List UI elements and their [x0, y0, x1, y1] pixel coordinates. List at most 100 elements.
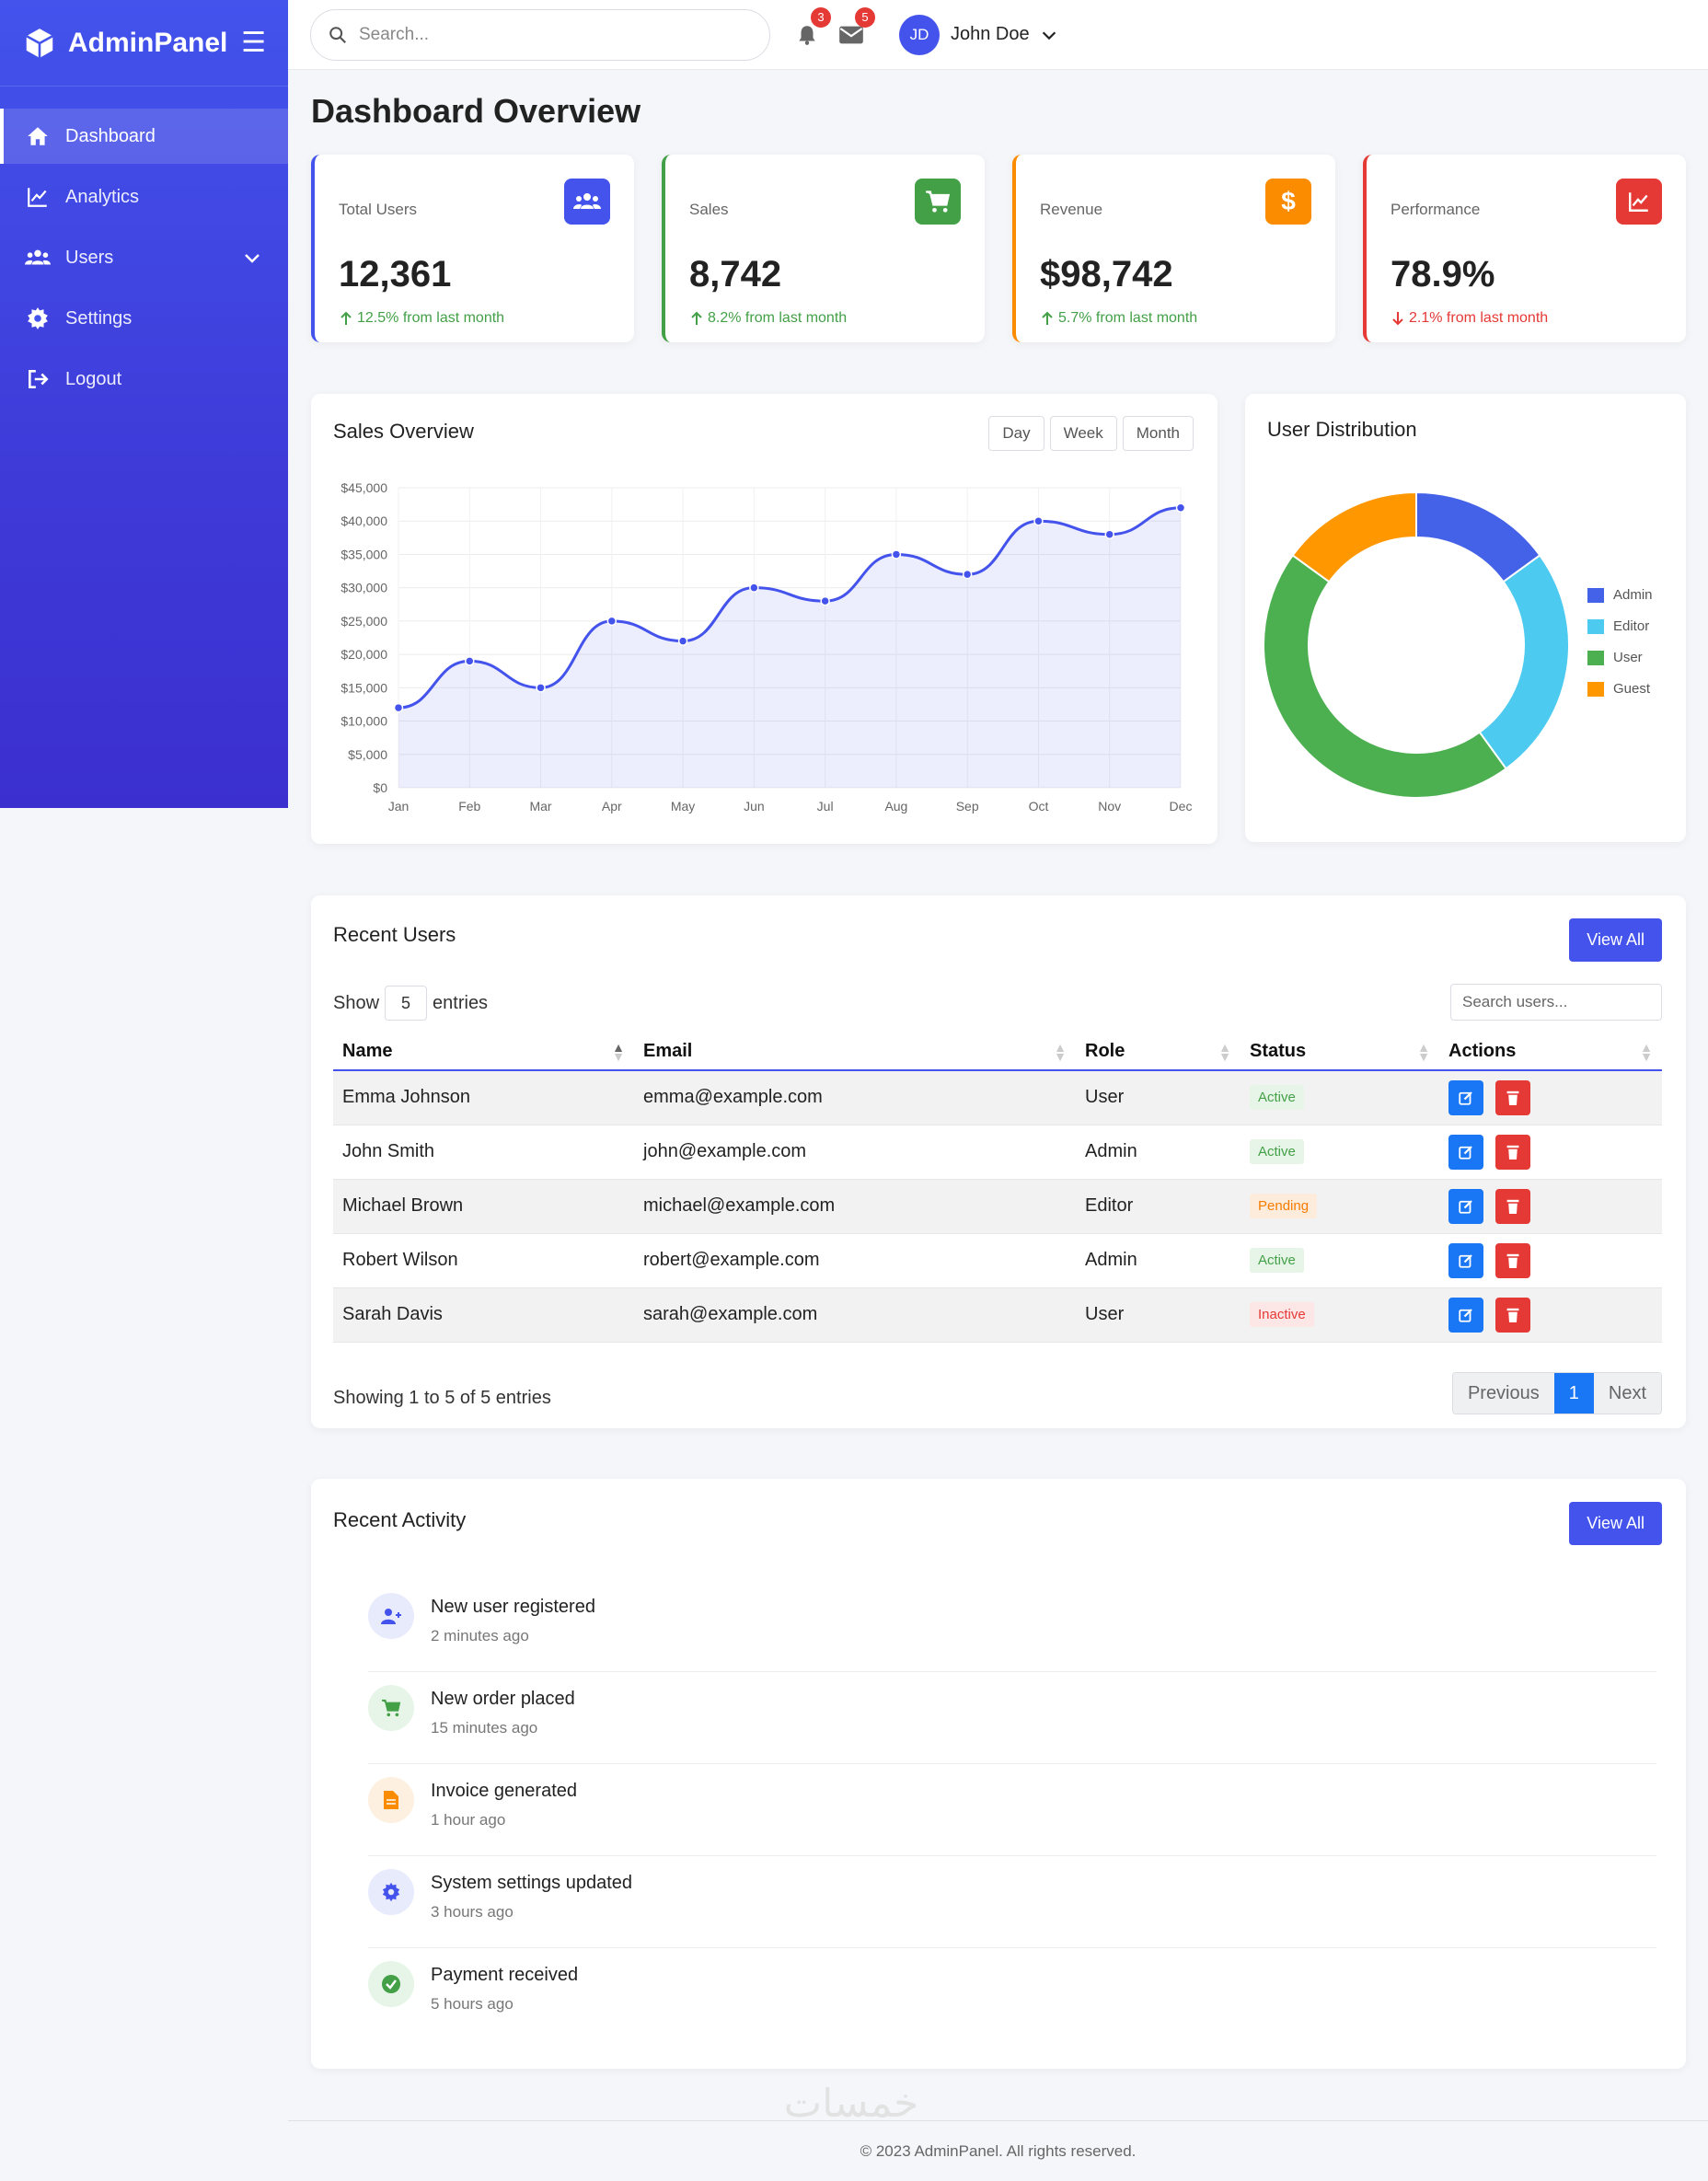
edit-button[interactable]	[1448, 1188, 1483, 1224]
activity-time: 15 minutes ago	[431, 1719, 538, 1737]
cell-name: Emma Johnson	[333, 1070, 634, 1125]
activity-title: New order placed	[431, 1689, 575, 1709]
view-all-users-button[interactable]: View All	[1569, 918, 1662, 962]
donut-slice-user	[1263, 554, 1507, 799]
sort-icon: ▲ ▼	[1640, 1040, 1653, 1064]
trash-icon	[1506, 1090, 1518, 1105]
edit-icon	[1459, 1253, 1472, 1268]
stat-change: 8.2% from last month	[689, 310, 963, 327]
range-week-button[interactable]: Week	[1049, 416, 1117, 451]
table-row: Sarah Davis sarah@example.com User Inact…	[333, 1287, 1662, 1343]
table-row: Emma Johnson emma@example.com User Activ…	[333, 1070, 1662, 1125]
stat-value: 12,361	[339, 254, 452, 294]
edit-button[interactable]	[1448, 1242, 1483, 1278]
sidebar-item-analytics[interactable]: Analytics	[0, 169, 288, 225]
data-point	[677, 636, 688, 646]
view-all-activity-button[interactable]: View All	[1569, 1502, 1662, 1545]
sidebar-item-settings[interactable]: Settings	[0, 291, 288, 346]
column-header-status[interactable]: Status ▲ ▼	[1241, 1033, 1439, 1071]
stat-card-revenue: Revenue $98,742 5.7% from last month $	[1012, 155, 1335, 342]
y-tick-label: $25,000	[340, 614, 387, 629]
data-point	[1033, 515, 1044, 526]
user-plus-icon	[368, 1593, 414, 1639]
gear-icon	[368, 1869, 414, 1915]
data-point	[393, 702, 404, 713]
edit-icon	[1459, 1090, 1472, 1105]
delete-button[interactable]	[1494, 1079, 1530, 1115]
list-item: Payment received 5 hours ago	[368, 1948, 1656, 2040]
chevron-down-icon	[1042, 30, 1056, 40]
data-point	[606, 616, 617, 627]
panel-title: Recent Users	[333, 923, 456, 946]
edit-icon	[1459, 1145, 1472, 1160]
activity-title: New user registered	[431, 1597, 595, 1617]
previous-page-button[interactable]: Previous	[1452, 1373, 1554, 1414]
table-row: John Smith john@example.com Admin Active	[333, 1125, 1662, 1180]
column-header-actions[interactable]: Actions ▲ ▼	[1439, 1033, 1662, 1071]
edit-button[interactable]	[1448, 1079, 1483, 1115]
chart-legend: Admin Editor User Guest	[1587, 587, 1653, 712]
recent-activity-panel: Recent Activity View All New user regist…	[311, 1479, 1686, 2069]
y-tick-label: $20,000	[340, 647, 387, 662]
stat-value: $98,742	[1040, 254, 1173, 294]
cell-role: Editor	[1076, 1179, 1241, 1234]
chevron-down-icon[interactable]	[241, 247, 263, 269]
edit-icon	[1459, 1308, 1472, 1322]
users-search-input[interactable]: Search users...	[1450, 984, 1662, 1021]
users-icon	[25, 245, 51, 271]
sidebar-item-dashboard[interactable]: Dashboard	[0, 109, 288, 164]
sidebar-item-users[interactable]: Users	[0, 230, 288, 285]
edit-button[interactable]	[1448, 1134, 1483, 1170]
x-tick-label: Apr	[602, 799, 622, 814]
range-month-button[interactable]: Month	[1122, 416, 1194, 451]
y-tick-label: $45,000	[340, 480, 387, 495]
x-tick-label: Jan	[388, 799, 410, 814]
column-header-email[interactable]: Email ▲ ▼	[634, 1033, 1076, 1071]
delete-button[interactable]	[1494, 1297, 1530, 1333]
cell-name: Sarah Davis	[333, 1287, 634, 1343]
cell-role: Admin	[1076, 1233, 1241, 1288]
sidebar-item-label: Logout	[65, 368, 122, 389]
panel-title: User Distribution	[1267, 418, 1417, 441]
trash-icon	[1506, 1308, 1518, 1322]
x-tick-label: Nov	[1098, 799, 1121, 814]
user-distribution-donut-chart	[1263, 490, 1570, 799]
sidebar-item-label: Dashboard	[65, 125, 156, 146]
trash-icon	[1506, 1145, 1518, 1160]
sort-icon: ▲ ▼	[1417, 1040, 1430, 1064]
y-tick-label: $15,000	[340, 680, 387, 695]
stat-label: Performance	[1391, 201, 1481, 218]
data-point	[962, 569, 973, 580]
home-icon	[25, 123, 51, 149]
delete-button[interactable]	[1494, 1134, 1530, 1170]
cart-icon	[368, 1685, 414, 1731]
donut-slice-editor	[1478, 554, 1570, 770]
search-input[interactable]: Search...	[310, 8, 770, 61]
y-tick-label: $5,000	[348, 747, 387, 762]
delete-button[interactable]	[1494, 1188, 1530, 1224]
bell-icon[interactable]: 3	[792, 6, 831, 50]
range-day-button[interactable]: Day	[988, 416, 1044, 451]
page-1-button[interactable]: 1	[1553, 1373, 1594, 1414]
x-tick-label: Jul	[817, 799, 834, 814]
logout-icon	[25, 366, 51, 392]
next-page-button[interactable]: Next	[1593, 1373, 1661, 1414]
column-header-name[interactable]: Name ▲ ▼	[333, 1033, 634, 1071]
data-point	[536, 683, 546, 693]
y-tick-label: $0	[373, 780, 387, 795]
stat-change: 5.7% from last month	[1040, 310, 1313, 327]
delete-button[interactable]	[1494, 1242, 1530, 1278]
envelope-icon[interactable]: 5	[837, 6, 875, 50]
stat-change: 12.5% from last month	[339, 310, 612, 327]
user-menu[interactable]: JD John Doe	[899, 14, 1059, 55]
sidebar-item-logout[interactable]: Logout	[0, 352, 288, 407]
list-item: New user registered 2 minutes ago	[368, 1580, 1656, 1672]
column-header-role[interactable]: Role ▲ ▼	[1076, 1033, 1241, 1071]
activity-time: 1 hour ago	[431, 1811, 506, 1829]
x-tick-label: Dec	[1170, 799, 1193, 814]
edit-button[interactable]	[1448, 1297, 1483, 1333]
hamburger-menu-icon[interactable]: ☰	[241, 28, 266, 58]
entries-select[interactable]: 5	[385, 986, 428, 1021]
avatar: JD	[899, 14, 940, 55]
users-icon	[564, 179, 610, 225]
